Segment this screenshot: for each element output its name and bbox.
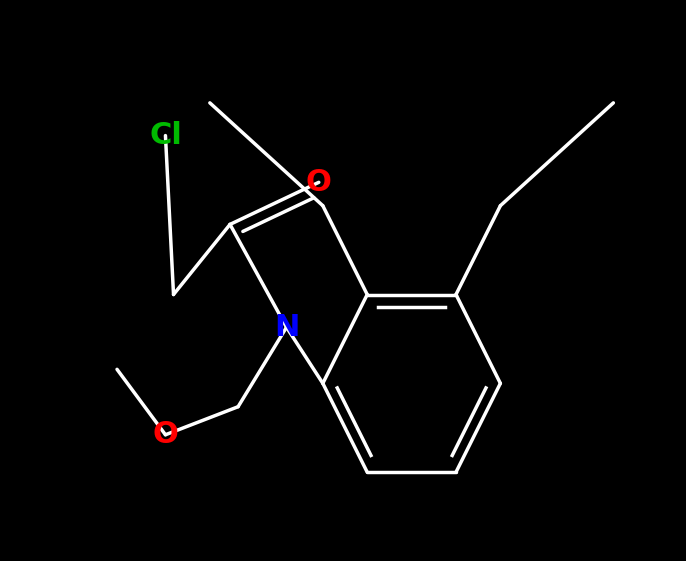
Text: Cl: Cl xyxy=(149,121,182,150)
Text: N: N xyxy=(274,312,299,342)
Text: O: O xyxy=(152,420,178,449)
Text: O: O xyxy=(306,168,332,197)
